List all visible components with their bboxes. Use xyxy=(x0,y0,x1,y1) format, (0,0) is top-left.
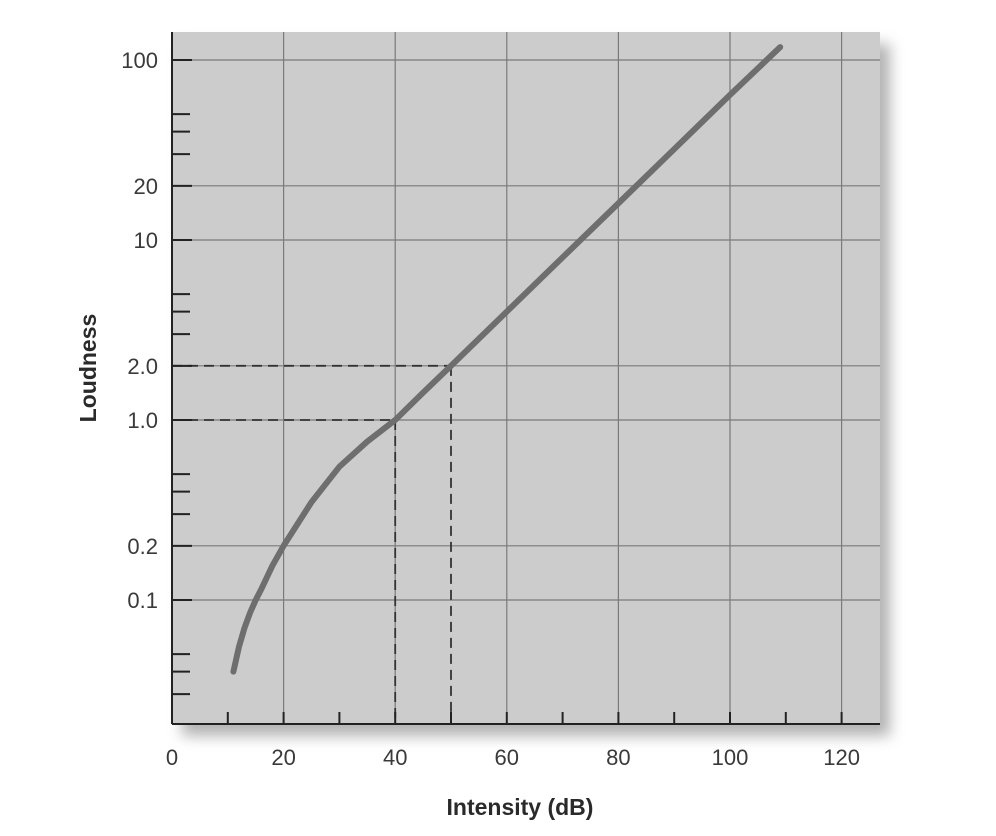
x-tick-label: 40 xyxy=(383,745,407,770)
reference-lines xyxy=(172,364,452,724)
plot-area xyxy=(172,32,880,724)
y-tick-label: 0.2 xyxy=(127,534,158,559)
x-axis-title: Intensity (dB) xyxy=(447,794,594,820)
y-tick-label: 2.0 xyxy=(127,354,158,379)
x-tick-label: 80 xyxy=(606,745,630,770)
x-tick-label: 20 xyxy=(271,745,295,770)
y-tick-label: 10 xyxy=(134,228,158,253)
x-tick-label: 60 xyxy=(495,745,519,770)
y-tick-label: 100 xyxy=(121,48,158,73)
x-tick-label: 120 xyxy=(823,745,860,770)
y-tick-label: 20 xyxy=(134,174,158,199)
y-axis-title: Loudness xyxy=(75,314,101,423)
axes xyxy=(171,32,880,725)
tick-labels: 0 20 40 60 80 100 120 0.1 0.2 1.0 2.0 10 20 100 xyxy=(121,48,860,770)
x-tick-label: 0 xyxy=(166,745,178,770)
curves xyxy=(230,44,784,675)
y-tick-label: 0.1 xyxy=(127,588,158,613)
x-tick-label: 100 xyxy=(712,745,749,770)
y-tick-label: 1.0 xyxy=(127,408,158,433)
loudness-curve xyxy=(230,44,784,675)
